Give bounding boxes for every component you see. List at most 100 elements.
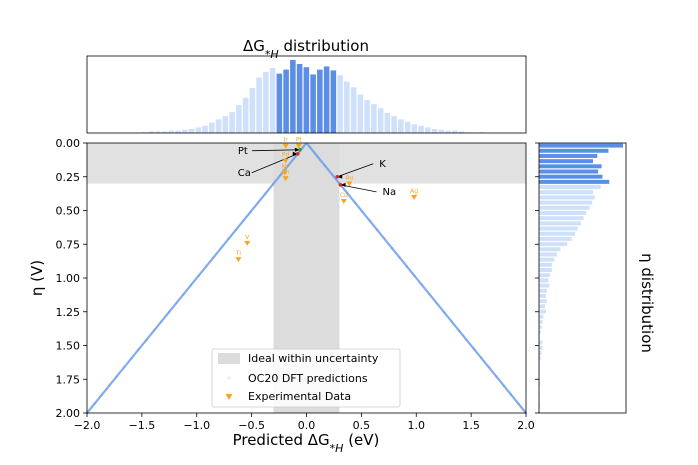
right-hist-bar bbox=[539, 179, 610, 184]
annotation-arrow bbox=[340, 184, 377, 193]
oc20-point bbox=[450, 320, 453, 323]
main-series bbox=[85, 142, 528, 415]
top-hist-bar bbox=[283, 69, 289, 133]
right-hist-bar bbox=[539, 350, 542, 355]
top-hist-bar bbox=[323, 66, 330, 133]
right-hist-bar bbox=[539, 288, 547, 293]
oc20-point bbox=[294, 155, 297, 158]
oc20-point bbox=[465, 338, 468, 341]
oc20-point bbox=[115, 375, 118, 378]
y-tick-label: 0.50 bbox=[56, 205, 81, 218]
right-hist-bar bbox=[539, 148, 609, 153]
top-hist-bar bbox=[175, 130, 181, 133]
top-hist-bar bbox=[398, 119, 404, 133]
right-histogram-title: η distribution bbox=[638, 253, 656, 353]
right-histogram-frame bbox=[538, 142, 627, 414]
oc20-point bbox=[457, 329, 461, 332]
x-tick-label: −1.0 bbox=[183, 419, 210, 432]
oc20-point bbox=[331, 173, 334, 177]
right-hist-bar bbox=[539, 345, 543, 350]
oc20-point bbox=[346, 192, 349, 195]
right-hist-bar bbox=[539, 185, 601, 190]
top-hist-bar bbox=[411, 124, 418, 133]
top-hist-bar bbox=[168, 130, 175, 133]
right-hist-bar bbox=[539, 335, 540, 340]
right-hist-bar bbox=[539, 205, 590, 210]
exp-point-ir bbox=[282, 143, 289, 149]
exp-point-pd bbox=[282, 158, 289, 164]
right-hist-bar bbox=[539, 262, 552, 267]
legend-swatch-shading bbox=[218, 353, 240, 364]
top-hist-bar bbox=[215, 119, 222, 133]
exp-label-pt: Pt bbox=[296, 137, 303, 144]
right-hist-bar bbox=[539, 226, 578, 231]
top-hist-bar bbox=[317, 69, 323, 133]
top-hist-bar bbox=[479, 132, 485, 133]
top-hist-bar bbox=[202, 125, 208, 133]
top-hist-bar bbox=[465, 132, 472, 133]
annotation-label-k: K bbox=[379, 159, 386, 170]
oc20-point bbox=[204, 265, 208, 268]
annotation-label-ca: Ca bbox=[238, 168, 251, 179]
right-hist-bar bbox=[539, 376, 540, 381]
oc20-point bbox=[368, 219, 371, 222]
annotation-label-pt: Pt bbox=[238, 146, 248, 157]
annotation-arrowhead bbox=[294, 147, 300, 152]
oc20-point bbox=[502, 384, 505, 387]
top-hist-bar bbox=[209, 122, 215, 133]
y-tick-label: 1.75 bbox=[56, 373, 81, 386]
oc20-point bbox=[405, 265, 409, 268]
annotation-marker-ca bbox=[295, 152, 300, 156]
top-hist-bar bbox=[425, 127, 431, 133]
oc20-point bbox=[219, 247, 223, 250]
right-hist-bar bbox=[539, 340, 543, 345]
x-axis-label: Predicted ΔG*H (eV) bbox=[233, 431, 380, 455]
oc20-point bbox=[130, 356, 133, 360]
oc20-point bbox=[472, 347, 476, 351]
exp-point-rh bbox=[282, 176, 289, 182]
right-hist-bar bbox=[539, 371, 540, 376]
legend-swatch-experimental bbox=[225, 394, 233, 400]
top-hist-bar bbox=[391, 116, 397, 133]
top-hist-bar bbox=[148, 131, 154, 133]
top-hist-bar bbox=[249, 88, 256, 133]
oc20-point bbox=[413, 274, 416, 277]
right-hist-bar bbox=[539, 252, 557, 257]
legend-swatch-oc20 bbox=[227, 376, 231, 380]
shaded-band-y bbox=[87, 143, 526, 184]
right-hist-bar bbox=[539, 392, 540, 397]
x-tick-label: −1.5 bbox=[129, 419, 156, 432]
annotation-arrow bbox=[251, 149, 300, 152]
oc20-point bbox=[242, 219, 245, 222]
top-hist-bar bbox=[222, 116, 229, 133]
top-hist-bar bbox=[236, 104, 242, 133]
exp-label-ir: Ir bbox=[284, 137, 289, 144]
top-hist-bar bbox=[357, 94, 364, 133]
top-hist-bar bbox=[330, 70, 337, 133]
right-hist-bar bbox=[539, 174, 603, 179]
oc20-point bbox=[495, 375, 498, 378]
right-histogram-bars bbox=[539, 143, 623, 407]
x-tick-label: 1.5 bbox=[462, 419, 480, 432]
top-hist-bar bbox=[371, 104, 377, 133]
annotation-marker-na bbox=[338, 183, 343, 187]
top-hist-bar bbox=[182, 129, 188, 133]
main-shading bbox=[87, 143, 526, 413]
main-ticks: −2.0 −1.5 −1.0 −0.5 0.0 0.5 1.0 1.5 2.0 0.00 0.25 0… bbox=[56, 137, 539, 432]
main-plot-frame bbox=[86, 142, 527, 414]
right-hist-bar bbox=[539, 304, 545, 309]
top-hist-bar bbox=[155, 131, 161, 133]
exp-label-ag: Ag bbox=[410, 188, 418, 195]
annotation-label-na: Na bbox=[383, 187, 397, 198]
top-histogram-bars bbox=[141, 60, 485, 133]
right-hist-bar bbox=[539, 210, 587, 215]
right-hist-bar bbox=[539, 164, 602, 169]
right-hist-bar bbox=[539, 356, 541, 361]
top-hist-bar bbox=[418, 125, 424, 133]
right-hist-bar bbox=[539, 319, 543, 324]
exp-point-ag bbox=[411, 195, 418, 200]
oc20-point bbox=[509, 393, 513, 396]
exp-label-au: Au bbox=[345, 175, 353, 182]
top-hist-bar bbox=[256, 77, 262, 133]
top-hist-bar bbox=[161, 131, 168, 133]
